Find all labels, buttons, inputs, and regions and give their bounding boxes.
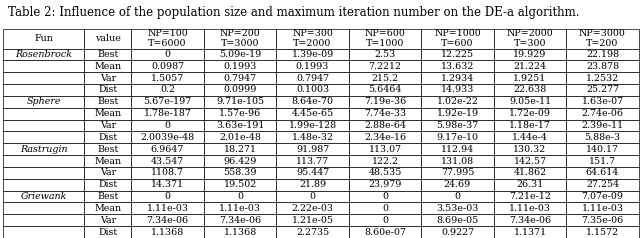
Text: Table 2: Influence of the population size and maximum iteration number on the DE: Table 2: Influence of the population siz… xyxy=(8,6,579,19)
